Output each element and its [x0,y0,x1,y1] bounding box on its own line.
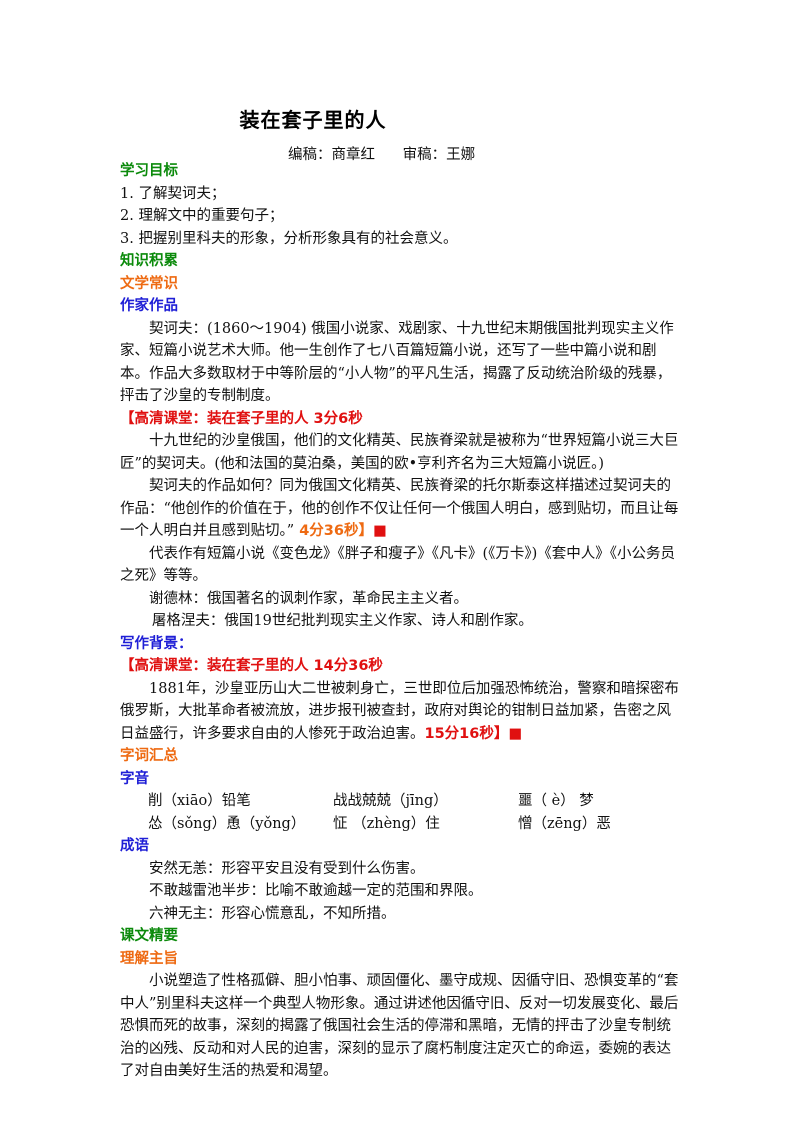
video-link-3m6s[interactable]: 【高清课堂：装在套子里的人 3分6秒 [120,410,363,427]
timestamp-15m16s[interactable]: 15分16秒】 [424,725,509,742]
pronunciation-row-2: 怂（sǒng）恿（yǒng） 怔 （zhèng）住 憎（zēng）恶 [120,813,680,836]
background-text: 1881年，沙皇亚历山大二世被刺身亡，三世即位后加强恐怖统治，警察和暗探密布俄罗… [120,680,679,742]
goal-item-3: 3. 把握别里科夫的形象，分析形象具有的社会意义。 [120,230,458,247]
editors-line: 编稿：商章红 审稿：王娜 [288,147,476,163]
goal-item-2: 2. 理解文中的重要句子； [120,208,284,224]
paragraph-shchedrin: 谢德林：俄国著名的讽刺作家，革命民主主义者。 [149,590,468,607]
tolstoy-quote-text: 契诃夫的作品如何？同为俄国文化精英、民族脊梁的托尔斯泰这样描述过契诃夫的作品：“… [120,478,679,539]
paragraph-three-masters: 十九世纪的沙皇俄国，他们的文化精英、民族脊梁就是被称为“世界短篇小说三大巨匠”的… [120,433,679,472]
pron-item: 怂（sǒng）恿（yǒng） [148,815,306,832]
heading-background: 写作背景： [120,635,193,652]
pron-item: 战战兢兢（jīng） [333,793,448,809]
timestamp-4m36s[interactable]: 4分36秒】 [294,523,373,539]
heading-theme: 理解主旨 [120,950,178,967]
heading-pronunciation: 字音 [120,770,149,787]
heading-literary-knowledge: 文学常识 [120,275,178,292]
paragraph-turgenev: 屠格涅夫：俄国19世纪批判现实主义作家、诗人和剧作家。 [151,613,533,629]
paragraph-tolstoy-quote: 契诃夫的作品如何？同为俄国文化精英、民族脊梁的托尔斯泰这样描述过契诃夫的作品：“… [120,475,680,543]
heading-text-essentials: 课文精要 [120,928,178,944]
pron-item: 憎（zēng）恶 [518,815,611,832]
document-body: 学习目标 1. 了解契诃夫； 2. 理解文中的重要句子； 3. 把握别里科夫的形… [120,160,680,1083]
video-link-14m36s[interactable]: 【高清课堂：装在套子里的人 14分36秒 [120,658,383,674]
paragraph-background-1881: 1881年，沙皇亚历山大二世被刺身亡，三世即位后加强恐怖统治，警察和暗探密布俄罗… [120,678,680,746]
paragraph-theme: 小说塑造了性格孤僻、胆小怕事、顽固僵化、墨守成规、因循守旧、恐惧变革的“套中人”… [120,973,679,1079]
idiom-item-1: 安然无恙：形容平安且没有受到什么伤害。 [149,860,425,877]
pron-item: 削（xiāo）铅笔 [148,793,251,809]
idiom-item-3: 六神无主：形容心慌意乱，不知所措。 [149,905,396,922]
heading-author-works: 作家作品 [120,298,178,314]
heading-knowledge: 知识积累 [120,253,178,269]
document-title: 装在套子里的人 [239,108,387,132]
goal-item-1: 1. 了解契诃夫； [120,185,226,202]
pronunciation-row-1: 削（xiāo）铅笔 战战兢兢（jīng） 噩（ è） 梦 [120,790,680,813]
idiom-item-2: 不敢越雷池半步：比喻不敢逾越一定的范围和界限。 [149,883,483,899]
heading-learning-goals: 学习目标 [120,163,178,179]
heading-vocab: 字词汇总 [120,748,178,764]
pron-item: 怔 （zhèng）住 [333,815,440,832]
paragraph-chekhov-intro: 契诃夫：(1860～1904) 俄国小说家、戏剧家、十九世纪末期俄国批判现实主义… [120,320,674,405]
heading-idioms: 成语 [120,838,149,854]
pron-item: 噩（ è） 梦 [518,793,594,809]
end-mark-square: ■ [508,724,523,742]
end-mark-square: ■ [373,522,387,539]
paragraph-representative-works: 代表作有短篇小说《变色龙》《胖子和瘦子》《凡卡》(《万卡》)《套中人》《小公务员… [120,545,676,585]
